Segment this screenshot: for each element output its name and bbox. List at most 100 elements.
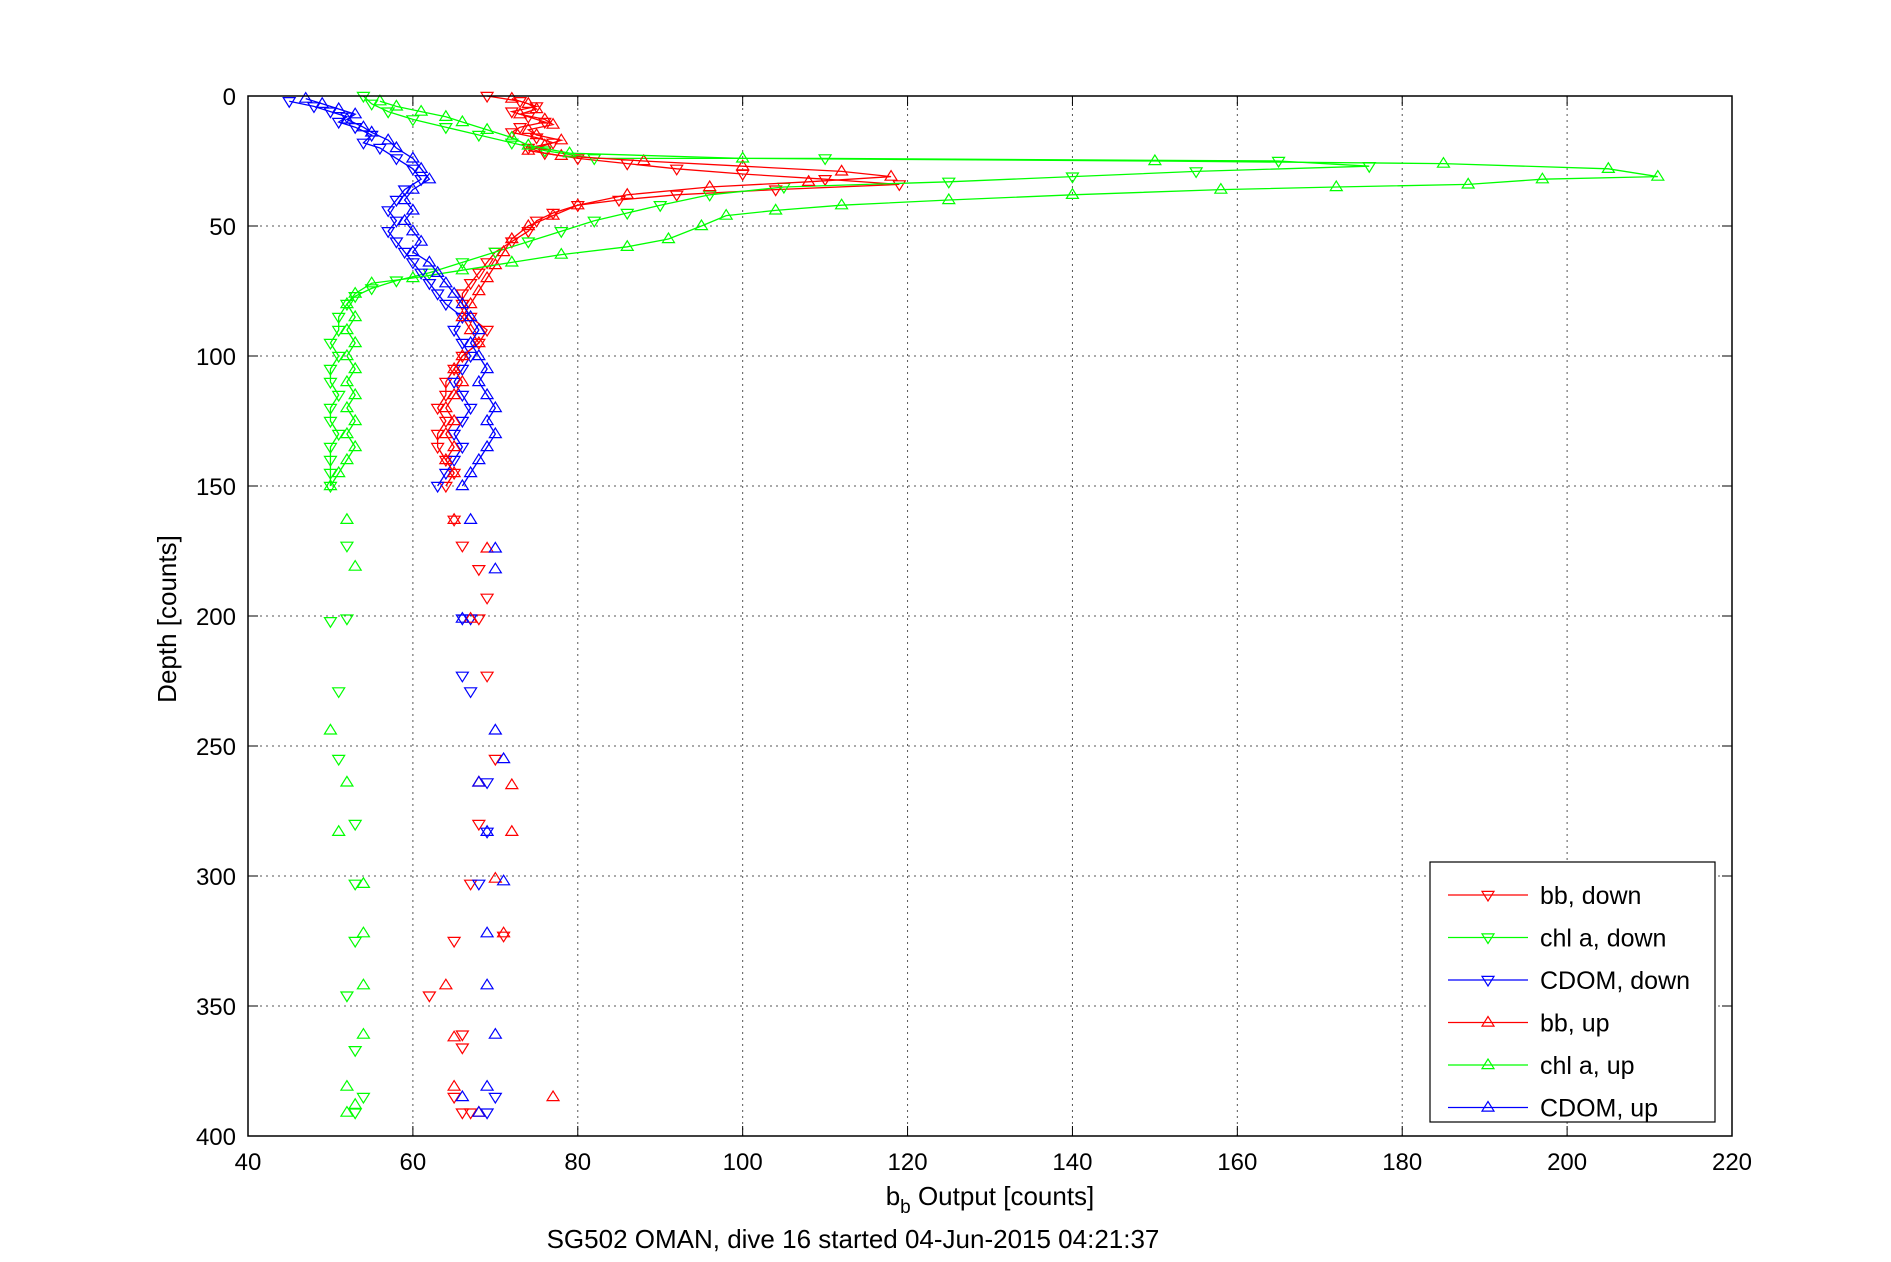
data-point [455, 390, 470, 403]
series-chl-a-down-deep [323, 541, 371, 1120]
data-point [323, 616, 338, 629]
series-line [305, 97, 497, 487]
data-point [504, 130, 519, 142]
data-point [447, 936, 462, 949]
series-bb-down-deep [422, 515, 511, 1120]
data-point [348, 439, 363, 452]
data-point [463, 335, 478, 348]
chart-caption: SG502 OMAN, dive 16 started 04-Jun-2015 … [547, 1224, 1160, 1254]
data-point [463, 279, 478, 291]
data-point [463, 687, 478, 699]
data-point [447, 512, 462, 525]
data-point [488, 1027, 503, 1039]
data-point [1650, 169, 1665, 181]
y-tick-label: 150 [196, 474, 236, 501]
data-point [529, 216, 544, 228]
data-point [471, 338, 486, 351]
data-point [521, 227, 536, 239]
data-point [480, 926, 495, 938]
data-point [389, 276, 404, 288]
x-axis-label: bb Output [counts] [886, 1181, 1095, 1218]
data-point [364, 125, 379, 137]
data-point [463, 322, 478, 335]
data-point [488, 247, 503, 260]
data-point [405, 258, 420, 270]
data-point [405, 182, 420, 194]
legend-marker [1480, 1100, 1496, 1112]
data-point [372, 94, 387, 106]
data-point [496, 926, 511, 938]
data-point [356, 91, 371, 104]
series-cdom-up [298, 91, 503, 491]
data-point [480, 593, 495, 605]
data-point [570, 198, 585, 210]
series-line [329, 100, 1658, 487]
data-point [471, 1105, 486, 1117]
data-point [364, 276, 379, 288]
legend-label: bb, down [1540, 882, 1641, 910]
y-tick-label: 200 [196, 604, 236, 631]
data-point [430, 481, 445, 494]
data-point [339, 1105, 355, 1117]
x-tick-label: 200 [1547, 1149, 1587, 1176]
data-point [339, 1079, 355, 1091]
x-tick-label: 140 [1052, 1149, 1092, 1176]
x-tick-label: 180 [1382, 1149, 1422, 1176]
data-point [455, 258, 470, 270]
data-point [438, 416, 453, 429]
data-point [422, 991, 437, 1003]
data-point [348, 936, 363, 949]
data-point [620, 208, 635, 221]
series-chl-a-up-deep [323, 512, 371, 1117]
data-point [463, 351, 478, 364]
data-point [323, 468, 338, 481]
legend-entry-chl-a-up: chl a, up [1448, 1052, 1635, 1080]
data-point [339, 112, 355, 124]
data-point [702, 179, 717, 192]
data-point [471, 819, 486, 832]
data-point [447, 465, 462, 478]
data-point [471, 879, 486, 891]
data-point [323, 416, 338, 429]
data-point [455, 611, 470, 623]
data-point [488, 754, 503, 767]
data-point [480, 439, 495, 452]
data-point [455, 374, 470, 387]
data-point [414, 234, 429, 246]
data-point [348, 879, 363, 891]
y-axis-label: Depth [counts] [152, 535, 182, 703]
data-point [438, 426, 453, 439]
data-point [504, 824, 519, 837]
data-point [331, 351, 346, 364]
series-cdom-up-deep [455, 512, 511, 1117]
data-point [339, 452, 355, 465]
y-tick-label: 300 [196, 864, 236, 891]
data-point [447, 1092, 462, 1105]
data-point [488, 723, 503, 735]
data-point [447, 361, 462, 374]
data-point [323, 723, 338, 735]
data-point [455, 348, 470, 361]
data-point [438, 109, 453, 122]
data-point [455, 114, 470, 127]
data-point [405, 270, 420, 283]
legend-entry-bb-up: bb, up [1448, 1010, 1610, 1038]
data-point [455, 309, 470, 322]
plot-area [282, 91, 1665, 1120]
legend-label: bb, up [1540, 1010, 1610, 1038]
x-tick-label: 120 [888, 1149, 928, 1176]
data-point [339, 322, 355, 335]
data-point [339, 400, 355, 413]
data-point [1601, 161, 1616, 173]
data-point [471, 283, 486, 296]
data-point [455, 416, 470, 429]
data-point [438, 481, 453, 494]
data-point [480, 413, 495, 426]
data-point [471, 130, 486, 143]
y-tick-label: 400 [196, 1124, 236, 1151]
data-point [438, 122, 453, 135]
data-point [480, 541, 495, 553]
data-point [488, 1092, 503, 1105]
data-point [447, 429, 462, 442]
